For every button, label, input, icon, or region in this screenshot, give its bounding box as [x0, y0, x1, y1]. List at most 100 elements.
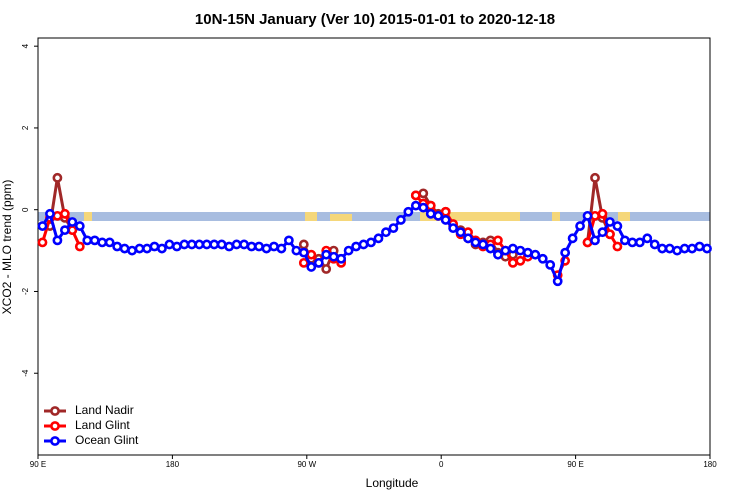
- data-point: [239, 239, 249, 250]
- data-point: [276, 243, 287, 254]
- data-point: [179, 239, 190, 250]
- data-point: [224, 241, 235, 252]
- data-point: [440, 215, 451, 225]
- data-point: [186, 239, 197, 250]
- data-point: [657, 243, 668, 254]
- data-point: [388, 223, 399, 234]
- ocean-band: [38, 212, 710, 221]
- data-point: [612, 221, 623, 231]
- data-point: [590, 210, 600, 221]
- data-point: [395, 215, 406, 225]
- data-point: [485, 243, 496, 254]
- y-axis-label: XCO2 - MLO trend (ppm): [0, 180, 14, 315]
- data-point: [74, 241, 85, 252]
- data-point: [358, 239, 369, 250]
- data-point: [679, 243, 690, 254]
- data-point: [381, 227, 391, 238]
- data-point: [298, 239, 309, 250]
- data-point: [283, 235, 294, 246]
- data-point: [351, 241, 361, 252]
- data-point: [440, 206, 451, 217]
- data-point: [306, 249, 317, 260]
- data-point: [201, 239, 212, 250]
- x-tick-label: 90 W: [297, 460, 316, 469]
- data-point: [269, 241, 279, 252]
- legend-marker: [50, 406, 60, 416]
- data-point: [321, 249, 332, 260]
- data-point: [582, 210, 593, 221]
- data-point: [246, 241, 257, 252]
- map-strip: [38, 212, 710, 221]
- data-point: [433, 210, 444, 221]
- data-point: [298, 247, 309, 258]
- data-point: [545, 259, 556, 270]
- legend-label: Ocean Glint: [75, 433, 139, 447]
- data-point: [515, 255, 526, 266]
- land-patch: [330, 214, 352, 221]
- data-point: [597, 208, 608, 219]
- data-point: [627, 237, 638, 248]
- data-point: [67, 217, 78, 227]
- data-point: [261, 243, 272, 254]
- data-point: [560, 247, 571, 258]
- data-point: [493, 235, 503, 246]
- x-tick-label: 90 E: [30, 460, 46, 469]
- data-point: [89, 235, 100, 246]
- data-point: [37, 237, 48, 248]
- legend-marker: [50, 421, 60, 431]
- data-point: [52, 172, 63, 183]
- data-point: [336, 253, 347, 264]
- data-point: [649, 239, 660, 250]
- data-point: [306, 262, 317, 272]
- data-point: [702, 243, 712, 254]
- data-point: [216, 239, 227, 250]
- data-point: [67, 225, 78, 236]
- data-point: [343, 245, 354, 256]
- data-point: [142, 243, 152, 254]
- data-point: [463, 233, 473, 244]
- data-point: [664, 243, 675, 254]
- data-point: [500, 245, 511, 256]
- data-point: [59, 208, 70, 219]
- data-point: [605, 217, 615, 227]
- data-point: [493, 249, 503, 260]
- data-point: [478, 239, 488, 250]
- data-point: [619, 235, 630, 246]
- legend-label: Land Nadir: [75, 403, 134, 417]
- data-point: [157, 243, 167, 254]
- data-point: [119, 243, 130, 254]
- data-point: [149, 241, 160, 252]
- data-point: [642, 233, 653, 244]
- x-axis-label: Longitude: [366, 476, 419, 490]
- x-tick-label: 180: [703, 460, 717, 469]
- data-point: [575, 221, 585, 231]
- data-point: [448, 223, 459, 234]
- data-point: [291, 245, 302, 256]
- data-point: [112, 241, 123, 252]
- data-point: [687, 243, 697, 254]
- data-point: [171, 241, 182, 252]
- data-point: [410, 190, 421, 201]
- data-point: [582, 237, 593, 248]
- land-patch: [552, 212, 560, 221]
- data-point: [612, 241, 623, 252]
- data-point: [366, 237, 376, 248]
- data-point: [231, 239, 242, 250]
- data-point: [373, 233, 384, 244]
- data-point: [37, 221, 48, 231]
- data-point: [418, 188, 429, 199]
- data-point: [313, 257, 324, 268]
- data-point: [672, 245, 683, 256]
- y-tick-label: 0: [21, 207, 30, 212]
- data-point: [455, 227, 466, 238]
- data-point: [507, 243, 518, 254]
- data-point: [254, 241, 264, 252]
- y-tick-label: 4: [21, 43, 30, 48]
- data-point: [164, 239, 175, 250]
- x-tick-label: 0: [439, 460, 444, 469]
- data-point: [507, 257, 518, 268]
- data-point: [97, 237, 108, 248]
- y-tick-label: -2: [21, 287, 30, 295]
- data-point: [104, 237, 115, 248]
